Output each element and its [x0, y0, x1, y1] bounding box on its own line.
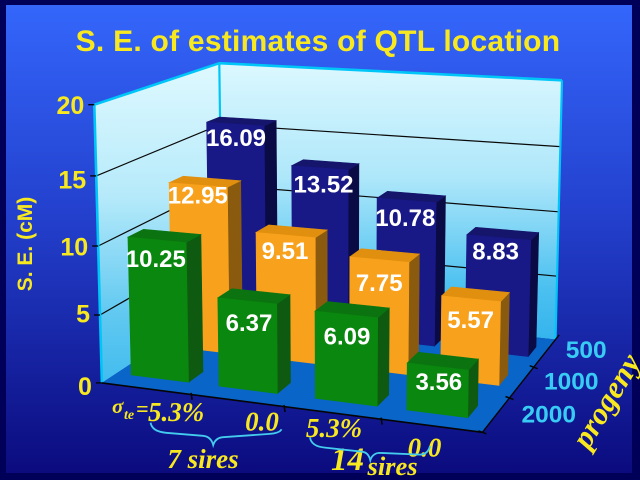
- svg-text:5: 5: [76, 301, 90, 329]
- svg-text:16.09: 16.09: [206, 125, 266, 152]
- svg-text:7.75: 7.75: [356, 270, 403, 297]
- svg-text:S. E. (cM): S. E. (cM): [14, 197, 37, 292]
- svg-text:S. E. of estimates of QTL loca: S. E. of estimates of QTL location: [76, 25, 561, 58]
- svg-text:7 sires: 7 sires: [167, 444, 238, 474]
- svg-text:2000: 2000: [522, 402, 577, 429]
- svg-text:10: 10: [60, 234, 88, 262]
- svg-text:500: 500: [566, 337, 607, 364]
- svg-text:5.57: 5.57: [447, 307, 494, 334]
- svg-text:5.3%: 5.3%: [306, 413, 362, 443]
- svg-text:10.78: 10.78: [375, 205, 435, 232]
- svg-text:1000: 1000: [544, 368, 599, 395]
- svg-text:0.0: 0.0: [408, 433, 442, 463]
- svg-text:9.51: 9.51: [262, 238, 309, 265]
- svg-text:0: 0: [78, 373, 92, 401]
- svg-text:10.25: 10.25: [126, 246, 186, 273]
- svg-text:13.52: 13.52: [293, 172, 353, 199]
- svg-text:3.56: 3.56: [415, 369, 462, 396]
- svg-text:12.95: 12.95: [168, 183, 228, 210]
- svg-text:0.0: 0.0: [245, 407, 279, 437]
- svg-text:8.83: 8.83: [472, 239, 519, 266]
- svg-text:15: 15: [58, 167, 86, 195]
- svg-text:6.09: 6.09: [324, 324, 371, 351]
- svg-text:20: 20: [56, 92, 84, 120]
- svg-text:6.37: 6.37: [226, 310, 273, 337]
- svg-text:σte=5.3%: σte=5.3%: [112, 394, 204, 427]
